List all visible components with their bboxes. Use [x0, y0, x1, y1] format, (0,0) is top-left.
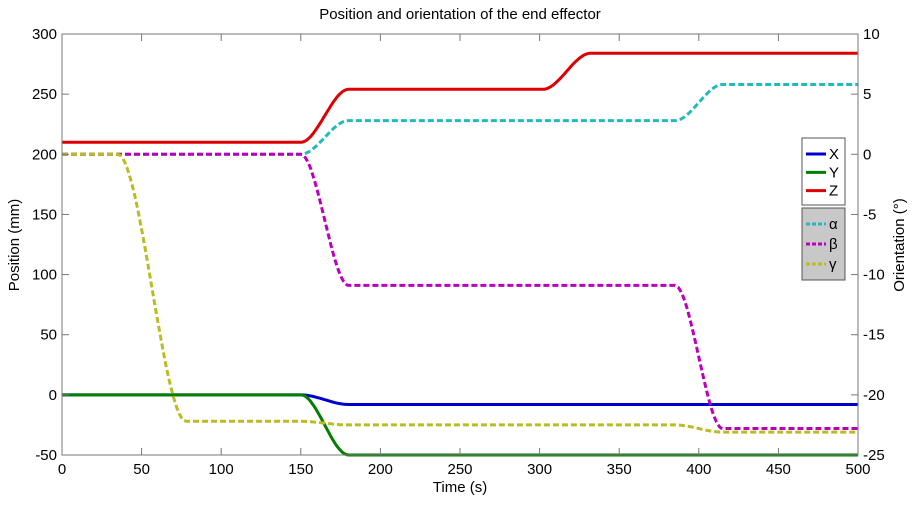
series-line-α [62, 83, 858, 156]
x-tick-label: 50 [133, 461, 150, 478]
y-tick-label-right: -10 [863, 267, 885, 284]
y-tick-label-left: 300 [32, 26, 57, 43]
legend-label-X: X [829, 146, 839, 163]
y-tick-label-left: 200 [32, 146, 57, 163]
x-axis-label: Time (s) [433, 479, 487, 496]
x-tick-label: 450 [766, 461, 791, 478]
y-tick-label-right: 0 [863, 146, 871, 163]
x-tick-label: 300 [527, 461, 552, 478]
y-tick-label-right: -25 [863, 447, 885, 464]
x-tick-label: 500 [845, 461, 870, 478]
y-tick-label-right: 5 [863, 86, 871, 103]
x-tick-label: 100 [209, 461, 234, 478]
legend-label-Z: Z [829, 183, 838, 200]
x-tick-label: 150 [288, 461, 313, 478]
legend-label-Y: Y [829, 164, 839, 181]
x-tick-label: 0 [58, 461, 66, 478]
x-tick-label: 400 [686, 461, 711, 478]
x-tick-label: 200 [368, 461, 393, 478]
y-tick-label-right: -5 [863, 206, 876, 223]
legend-label-α: α [829, 216, 838, 233]
x-tick-label: 350 [607, 461, 632, 478]
series-line-β [62, 152, 858, 430]
plot-frame [61, 33, 859, 456]
y-tick-label-left: 50 [40, 327, 57, 344]
y-axis-label-right: Orientation (°) [891, 198, 908, 292]
series-line-Z [62, 51, 858, 144]
y-tick-label-right: 10 [863, 26, 880, 43]
y-tick-label-left: -50 [35, 447, 57, 464]
legend-label-β: β [829, 236, 838, 253]
y-tick-label-right: -15 [863, 327, 885, 344]
y-tick-label-left: 250 [32, 86, 57, 103]
y-tick-label-left: 100 [32, 267, 57, 284]
series-line-γ [62, 152, 858, 434]
legend-label-γ: γ [829, 256, 837, 273]
x-tick-label: 250 [447, 461, 472, 478]
y-tick-label-left: 150 [32, 206, 57, 223]
y-tick-label-left: 0 [49, 387, 57, 404]
y-tick-label-right: -20 [863, 387, 885, 404]
series-line-X [62, 393, 858, 406]
series-line-Y [62, 393, 858, 457]
y-axis-label-left: Position (mm) [6, 199, 23, 292]
chart-title: Position and orientation of the end effe… [319, 6, 601, 23]
